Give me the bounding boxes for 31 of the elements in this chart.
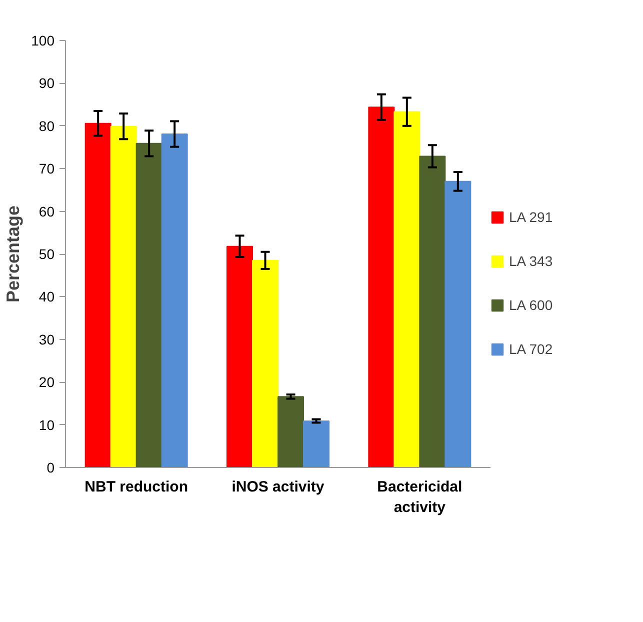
- y-tick-label: 30: [38, 331, 55, 348]
- y-tick-label: 90: [38, 75, 55, 92]
- bar: [84, 122, 112, 468]
- x-tick-label: iNOS activity: [232, 478, 325, 496]
- y-tick-label: 0: [46, 460, 55, 476]
- bar: [419, 156, 446, 468]
- legend-label: LA 343: [509, 253, 553, 269]
- bar: [252, 260, 278, 468]
- bar: [136, 142, 162, 468]
- y-tick-label: 50: [38, 246, 55, 262]
- y-axis-title: Percentage: [3, 205, 24, 303]
- legend-label: LA 702: [509, 341, 553, 357]
- y-tick-label: 20: [38, 374, 55, 390]
- bar: [303, 420, 330, 468]
- bar: [394, 111, 420, 468]
- bar: [368, 106, 395, 468]
- legend-label: LA 291: [509, 209, 553, 225]
- y-tick-label: 10: [38, 416, 55, 433]
- y-tick-label: 60: [38, 203, 55, 220]
- x-tick-label: NBT reduction: [84, 478, 188, 496]
- y-tick-label: 80: [38, 118, 55, 134]
- legend-label: LA 600: [509, 297, 553, 313]
- bar: [110, 126, 137, 468]
- y-tick-label: 100: [31, 32, 55, 48]
- bar: [444, 180, 472, 468]
- bar: [278, 396, 304, 468]
- x-tick-label: Bactericidal activity: [377, 478, 462, 516]
- y-tick-label: 40: [38, 288, 55, 305]
- bar: [226, 246, 253, 468]
- bar: [161, 134, 188, 468]
- y-tick-label: 70: [38, 160, 55, 177]
